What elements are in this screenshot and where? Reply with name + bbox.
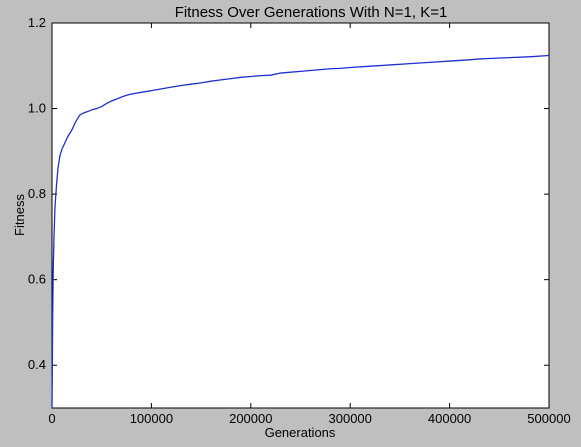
y-tick-label: 0.8: [28, 186, 46, 201]
axis-ticks: [51, 22, 550, 408]
y-tick-label: 1.0: [28, 101, 46, 116]
y-tick-label: 0.6: [28, 272, 46, 287]
x-axis-label: Generations: [265, 425, 336, 440]
chart-title: Fitness Over Generations With N=1, K=1: [175, 4, 448, 21]
y-tick-label: 0.4: [28, 357, 46, 372]
tick-labels: 0 100000 200000 300000 400000 500000 0.4 0.6 0.8…: [28, 15, 571, 426]
y-axis-label: Fitness: [12, 194, 27, 236]
series-line-fitness: [51, 54, 550, 409]
x-tick-label: 100000: [130, 411, 173, 426]
x-tick-label: 400000: [428, 411, 471, 426]
x-tick-label: 500000: [527, 411, 570, 426]
x-tick-label: 0: [48, 411, 55, 426]
x-tick-label: 200000: [229, 411, 272, 426]
plot-area: [51, 22, 550, 409]
y-tick-label: 1.2: [28, 15, 46, 30]
x-tick-label: 300000: [329, 411, 372, 426]
